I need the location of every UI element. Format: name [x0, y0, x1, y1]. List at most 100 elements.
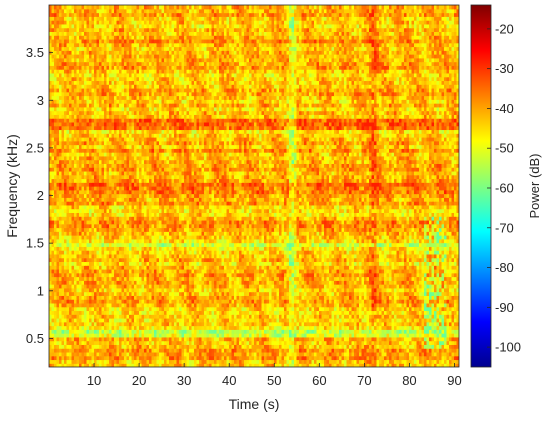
heatmap-cell [111, 299, 115, 304]
heatmap-cell [259, 348, 263, 353]
heatmap-cell [226, 291, 230, 296]
heatmap-cell [426, 317, 430, 323]
heatmap-cell [344, 299, 348, 304]
heatmap-cell [254, 299, 258, 304]
heatmap-cell [386, 299, 390, 304]
heatmap-cell [379, 325, 383, 330]
heatmap-cell [136, 325, 140, 330]
heatmap-cell [119, 265, 123, 270]
heatmap-cell [116, 314, 120, 319]
heatmap-cell [274, 359, 278, 364]
heatmap-cell [139, 253, 143, 259]
heatmap-cell [409, 325, 413, 330]
heatmap-cell [409, 265, 413, 270]
heatmap-cell [321, 325, 325, 330]
heatmap-cell [384, 276, 388, 281]
heatmap-cell [341, 344, 345, 349]
heatmap-cell [259, 344, 263, 349]
heatmap-cell [186, 261, 190, 266]
heatmap-cell [451, 336, 455, 342]
heatmap-cell [49, 306, 53, 312]
heatmap-cell [454, 344, 458, 349]
heatmap-cell [429, 351, 433, 357]
heatmap-cell [69, 329, 73, 334]
heatmap-cell [114, 351, 118, 357]
heatmap-cell [289, 351, 293, 357]
heatmap-cell [94, 333, 98, 338]
heatmap-cell [256, 355, 260, 361]
heatmap-cell [126, 299, 130, 304]
heatmap-cell [104, 265, 108, 270]
heatmap-cell [131, 329, 135, 334]
heatmap-cell [169, 261, 173, 266]
heatmap-cell [169, 355, 173, 361]
heatmap-cell [266, 280, 270, 285]
heatmap-cell [419, 265, 423, 270]
heatmap-cell [406, 355, 410, 361]
heatmap-cell [301, 287, 305, 293]
heatmap-cell [329, 340, 333, 345]
heatmap-cell [174, 291, 178, 296]
heatmap-cell [204, 336, 208, 342]
heatmap-cell [141, 253, 145, 259]
heatmap-cell [71, 268, 75, 274]
heatmap-cell [299, 291, 303, 296]
heatmap-cell [419, 355, 423, 361]
heatmap-cell [121, 310, 125, 315]
heatmap-cell [136, 355, 140, 361]
heatmap-cell [389, 310, 393, 315]
heatmap-cell [191, 284, 195, 289]
heatmap-cell [306, 306, 310, 312]
heatmap-cell [206, 287, 210, 293]
heatmap-cell [336, 265, 340, 270]
heatmap-cell [109, 333, 113, 338]
heatmap-cell [349, 314, 353, 319]
heatmap-cell [216, 351, 220, 357]
heatmap-cell [439, 340, 443, 345]
heatmap-cell [409, 314, 413, 319]
heatmap-cell [129, 265, 133, 270]
heatmap-cell [374, 317, 378, 323]
heatmap-cell [91, 340, 95, 345]
heatmap-cell [354, 272, 358, 278]
heatmap-cell [96, 317, 100, 323]
heatmap-cell [416, 284, 420, 289]
heatmap-cell [229, 314, 233, 319]
heatmap-cell [159, 333, 163, 338]
heatmap-cell [346, 329, 350, 334]
heatmap-cell [431, 363, 435, 367]
heatmap-cell [166, 348, 170, 353]
heatmap-cell [209, 314, 213, 319]
heatmap-cell [196, 261, 200, 266]
heatmap-cell [149, 348, 153, 353]
heatmap-cell [331, 276, 335, 281]
heatmap-cell [144, 268, 148, 274]
heatmap-cell [181, 310, 185, 315]
heatmap-cell [61, 355, 65, 361]
heatmap-cell [234, 348, 238, 353]
heatmap-cell [404, 280, 408, 285]
heatmap-cell [441, 284, 445, 289]
heatmap-cell [346, 268, 350, 274]
heatmap-cell [131, 333, 135, 338]
heatmap-cell [356, 287, 360, 293]
heatmap-cell [251, 321, 255, 327]
heatmap-cell [199, 306, 203, 312]
heatmap-cell [416, 317, 420, 323]
heatmap-cell [76, 310, 80, 315]
heatmap-cell [264, 310, 268, 315]
heatmap-cell [171, 325, 175, 330]
heatmap-cell [59, 287, 63, 293]
heatmap-cell [351, 268, 355, 274]
heatmap-cell [111, 317, 115, 323]
heatmap-cell [114, 268, 118, 274]
heatmap-cell [196, 299, 200, 304]
heatmap-cell [99, 359, 103, 364]
heatmap-cell [121, 291, 125, 296]
heatmap-cell [214, 306, 218, 312]
heatmap-cell [446, 336, 450, 342]
heatmap-cell [371, 257, 375, 263]
heatmap-cell [356, 333, 360, 338]
heatmap-cell [429, 321, 433, 327]
heatmap-cell [96, 291, 100, 296]
